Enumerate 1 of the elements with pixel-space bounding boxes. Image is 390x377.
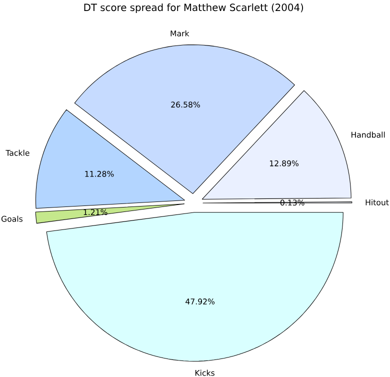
chart-title: DT score spread for Matthew Scarlett (2004) [84, 4, 304, 14]
